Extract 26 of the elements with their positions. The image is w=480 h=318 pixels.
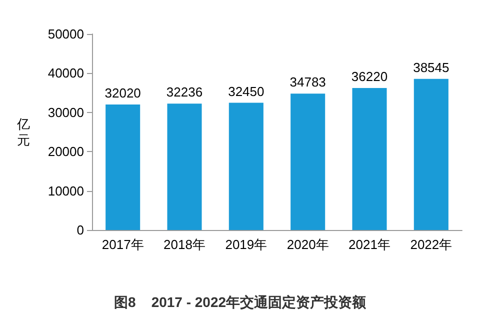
bar [352,88,387,230]
bar [290,94,326,230]
text: 图8 2017 - 2022年交通固定资产投资额 [114,294,368,310]
data-label: 38545 [413,60,450,75]
x-tick-label: 2018年 [164,237,206,252]
y-axis-title: 亿元 [16,116,30,148]
x-tick-label: 2019年 [225,237,268,252]
x-tick-label: 2017年 [102,237,144,252]
data-label: 36220 [351,69,388,84]
bar [414,78,448,230]
data-label: 34783 [290,74,326,90]
y-tick-label: 10000 [48,183,84,198]
y-tick-label: 20000 [48,144,84,160]
y-tick-label: 50000 [48,26,84,42]
data-label: 32020 [104,85,141,100]
x-tick-label: 2022年 [410,237,452,252]
bar [106,104,140,230]
bar [228,102,264,230]
y-tick-label: 0 [76,222,84,238]
y-tick-label: 40000 [48,66,84,81]
y-tick-label: 30000 [48,104,84,120]
data-label: 32450 [228,84,264,99]
x-tick-label: 2021年 [348,237,390,252]
data-label: 32236 [166,84,203,100]
bar [167,104,202,230]
x-tick-label: 2020年 [286,237,329,252]
